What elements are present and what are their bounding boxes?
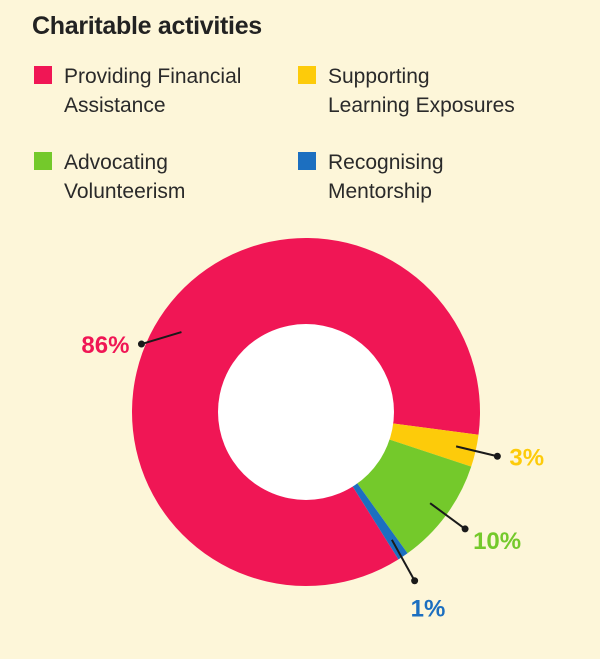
legend-label-line: Volunteerism [64,180,186,203]
data-label: 3% [509,444,544,471]
legend-label-line: Providing Financial [64,65,242,88]
legend-label-line: Recognising [328,151,444,174]
leader-line [141,331,182,345]
legend-swatch [298,152,316,170]
legend-label-line: Supporting [328,65,430,88]
data-label: 1% [411,596,446,623]
leader-dot [137,340,145,348]
legend-swatch [34,152,52,170]
legend-label-line: Learning Exposures [328,94,515,117]
leader-line [455,445,498,458]
legend-label-line: Mentorship [328,180,432,203]
legend-label: Advocating Volunteerism [64,148,294,206]
legend: Providing Financial Assistance Supportin… [0,0,600,220]
legend-item-learning-exposures: Supporting Learning Exposures [298,62,558,120]
legend-label: Supporting Learning Exposures [328,62,558,120]
legend-label-line: Advocating [64,151,168,174]
leader-dot [411,577,419,585]
legend-label-line: Assistance [64,94,166,117]
chart-title: Charitable activities [32,12,262,40]
legend-swatch [298,66,316,84]
legend-item-volunteerism: Advocating Volunteerism [34,148,294,206]
legend-label: Recognising Mentorship [328,148,558,206]
leader-line [391,539,416,582]
legend-swatch [34,66,52,84]
legend-label: Providing Financial Assistance [64,62,294,120]
leader-dot [461,525,469,533]
legend-item-mentorship: Recognising Mentorship [298,148,558,206]
leader-line [429,502,466,530]
donut-hole [218,324,394,500]
legend-item-financial-assistance: Providing Financial Assistance [34,62,294,120]
data-label: 86% [81,332,129,359]
data-label: 10% [473,528,521,555]
leader-dot [493,452,501,460]
